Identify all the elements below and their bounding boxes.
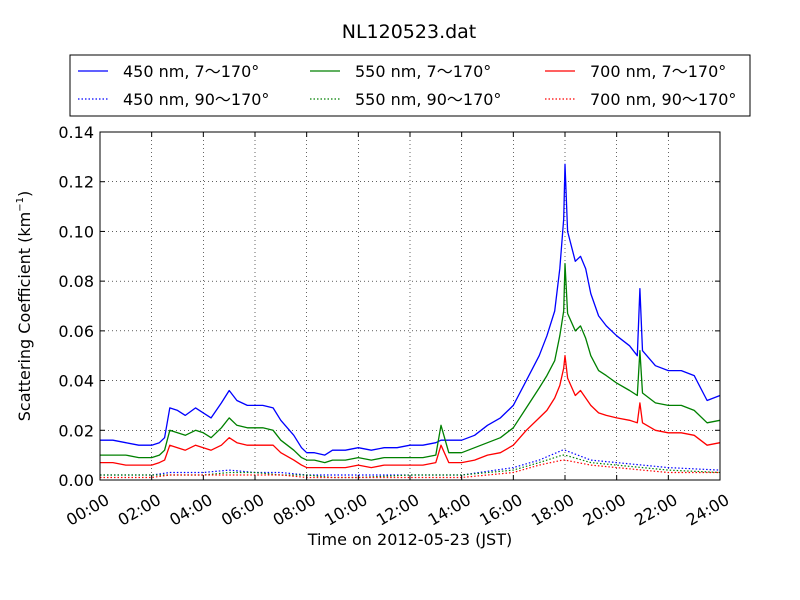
y-axis-label-end: ) [15, 191, 34, 197]
ticks [99, 131, 721, 481]
y-tick-label: 0.02 [58, 421, 94, 440]
legend-label: 700 nm, 90～170° [590, 90, 736, 109]
legend-label: 550 nm, 7～170° [355, 62, 491, 81]
y-tick-label: 0.10 [58, 222, 94, 241]
y-tick-label: 0.08 [58, 272, 94, 291]
series-layer [100, 163, 721, 479]
grid [100, 132, 720, 480]
x-tick-label: 22:00 [631, 490, 680, 530]
series-line [100, 449, 721, 476]
legend-box [69, 54, 751, 117]
legend-label: 450 nm, 7～170° [123, 62, 259, 81]
y-tick-label: 0.12 [58, 173, 94, 192]
x-tick-label: 04:00 [166, 490, 215, 530]
y-tick-label: 0.04 [58, 372, 94, 391]
series-line [100, 163, 721, 456]
y-tick-labels: 0.00 0.02 0.04 0.06 0.08 0.10 0.12 0.14 [58, 123, 94, 490]
chart-title: NL120523.dat [342, 21, 477, 43]
legend-label: 450 nm, 90～170° [123, 90, 269, 109]
legend-label: 700 nm, 7～170° [590, 62, 726, 81]
x-tick-label: 24:00 [683, 490, 732, 530]
series-line [100, 459, 720, 479]
y-tick-label: 0.00 [58, 471, 94, 490]
x-tick-label: 08:00 [270, 490, 319, 530]
x-tick-label: 16:00 [476, 490, 525, 530]
series-line [100, 263, 721, 464]
plot-area [100, 132, 720, 480]
x-tick-label: 18:00 [528, 490, 577, 530]
x-tick-label: 14:00 [425, 490, 474, 530]
legend: 450 nm, 7～170° 550 nm, 7～170° 700 nm, 7～17… [78, 62, 736, 109]
y-axis-label-sup: −1 [15, 197, 26, 212]
y-axis-label: Scattering Coefficient (km−1) [15, 191, 34, 422]
x-tick-label: 06:00 [218, 490, 267, 530]
series-line [100, 454, 721, 479]
y-tick-label: 0.06 [58, 322, 94, 341]
legend-label: 550 nm, 90～170° [355, 90, 501, 109]
series-line [100, 355, 721, 469]
x-tick-label: 00:00 [63, 490, 112, 530]
y-tick-label: 0.14 [58, 123, 94, 142]
x-tick-label: 10:00 [321, 490, 370, 530]
y-axis-label-main: Scattering Coefficient (km [15, 212, 34, 422]
x-tick-label: 02:00 [115, 490, 164, 530]
x-tick-label: 12:00 [373, 490, 422, 530]
x-tick-labels: 00:00 02:00 04:00 06:00 08:00 10:00 12:00 14:00… [63, 490, 732, 530]
x-tick-label: 20:00 [580, 490, 629, 530]
x-axis-label: Time on 2012-05-23 (JST) [307, 530, 512, 549]
